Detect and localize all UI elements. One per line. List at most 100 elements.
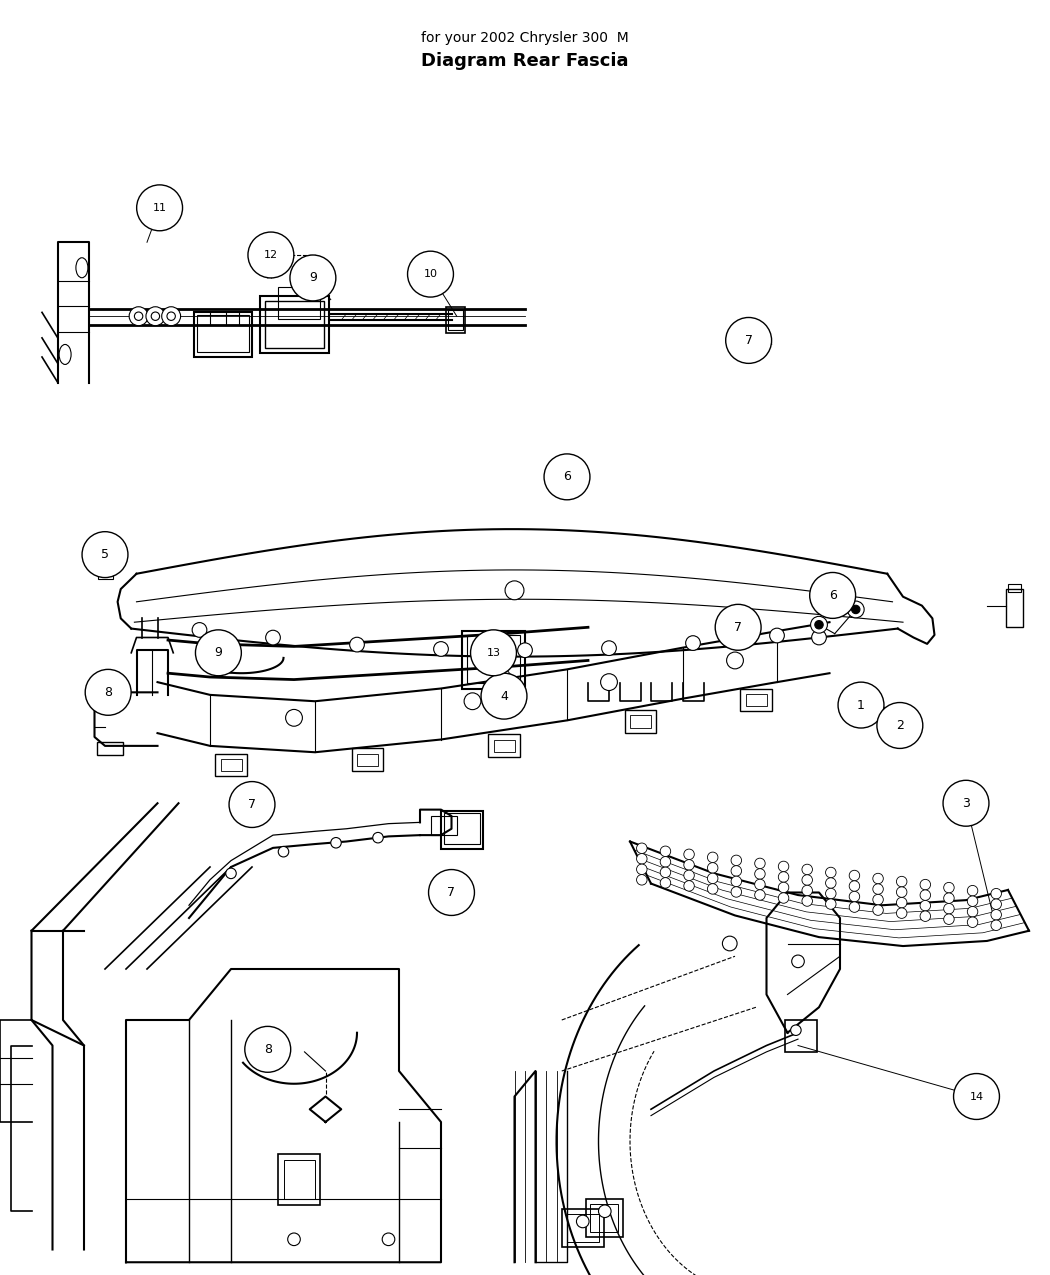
Circle shape: [849, 881, 860, 891]
Circle shape: [944, 882, 954, 892]
Text: 7: 7: [744, 334, 753, 347]
Text: Diagram Rear Fascia: Diagram Rear Fascia: [421, 52, 629, 70]
Text: 9: 9: [214, 646, 223, 659]
Circle shape: [825, 889, 836, 899]
Circle shape: [812, 630, 826, 645]
Circle shape: [755, 880, 765, 890]
Circle shape: [825, 899, 836, 909]
Circle shape: [470, 630, 517, 676]
Circle shape: [434, 641, 448, 657]
Circle shape: [684, 881, 694, 891]
Circle shape: [85, 669, 131, 715]
Circle shape: [684, 859, 694, 870]
Bar: [488, 734, 520, 757]
Circle shape: [407, 251, 454, 297]
Circle shape: [953, 1074, 1000, 1119]
Circle shape: [245, 1026, 291, 1072]
Circle shape: [920, 910, 930, 922]
Circle shape: [162, 307, 181, 325]
Bar: [467, 635, 520, 683]
Bar: [494, 740, 514, 752]
Circle shape: [136, 185, 183, 231]
Circle shape: [290, 255, 336, 301]
Circle shape: [731, 856, 741, 866]
Text: 10: 10: [423, 269, 438, 279]
Circle shape: [770, 629, 784, 643]
Circle shape: [331, 838, 341, 848]
Bar: [448, 310, 463, 330]
Bar: [220, 759, 242, 771]
Bar: [441, 811, 483, 849]
Circle shape: [660, 857, 671, 867]
Bar: [567, 1214, 598, 1242]
Bar: [260, 296, 329, 353]
Circle shape: [727, 652, 743, 669]
Bar: [1008, 584, 1021, 592]
Bar: [740, 688, 772, 711]
Circle shape: [920, 900, 930, 910]
Text: 7: 7: [248, 798, 256, 811]
Circle shape: [755, 868, 765, 880]
Bar: [97, 742, 123, 755]
Circle shape: [708, 873, 718, 884]
Bar: [444, 813, 480, 844]
Text: 6: 6: [563, 470, 571, 483]
Circle shape: [825, 877, 836, 889]
Circle shape: [847, 601, 864, 618]
Circle shape: [350, 638, 364, 652]
Circle shape: [873, 894, 883, 905]
Circle shape: [802, 896, 813, 907]
Circle shape: [778, 861, 789, 872]
Circle shape: [686, 636, 700, 650]
Circle shape: [636, 853, 647, 864]
Circle shape: [708, 852, 718, 863]
Bar: [97, 688, 123, 701]
Bar: [590, 1204, 618, 1232]
Text: 3: 3: [962, 797, 970, 810]
Circle shape: [920, 890, 930, 900]
Circle shape: [825, 867, 836, 877]
Circle shape: [838, 682, 884, 728]
Circle shape: [562, 478, 568, 483]
Text: 2: 2: [896, 719, 904, 732]
Circle shape: [286, 709, 302, 727]
Circle shape: [944, 914, 954, 924]
Circle shape: [877, 703, 923, 748]
Circle shape: [731, 876, 741, 886]
Circle shape: [778, 882, 789, 892]
Circle shape: [802, 885, 813, 896]
Bar: [278, 287, 320, 319]
Circle shape: [873, 905, 883, 915]
Bar: [98, 566, 113, 579]
Bar: [462, 631, 525, 688]
Bar: [625, 710, 656, 733]
Bar: [352, 748, 383, 771]
Circle shape: [811, 616, 827, 634]
Bar: [746, 694, 766, 706]
Text: 4: 4: [500, 690, 508, 703]
Circle shape: [943, 780, 989, 826]
Circle shape: [897, 908, 907, 918]
Circle shape: [944, 904, 954, 914]
Circle shape: [481, 673, 527, 719]
Text: 14: 14: [969, 1091, 984, 1102]
Circle shape: [967, 896, 978, 907]
Text: for your 2002 Chrysler 300  M: for your 2002 Chrysler 300 M: [421, 32, 629, 45]
Circle shape: [129, 307, 148, 325]
Text: 7: 7: [734, 621, 742, 634]
Circle shape: [849, 901, 860, 913]
Circle shape: [192, 622, 207, 638]
Circle shape: [576, 1215, 589, 1228]
Bar: [215, 754, 247, 776]
Bar: [446, 307, 465, 333]
Circle shape: [708, 884, 718, 894]
Bar: [197, 315, 249, 352]
Circle shape: [852, 606, 860, 613]
Circle shape: [464, 692, 481, 710]
Circle shape: [731, 886, 741, 898]
Circle shape: [849, 891, 860, 901]
Circle shape: [226, 868, 236, 878]
Circle shape: [755, 858, 765, 868]
Circle shape: [967, 907, 978, 917]
Text: 5: 5: [101, 548, 109, 561]
